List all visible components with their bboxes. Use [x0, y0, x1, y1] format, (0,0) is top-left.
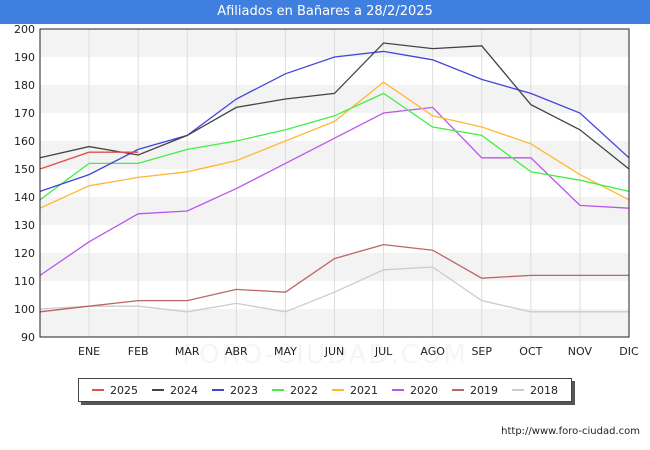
- watermark: FORO-CIUDAD.COM: [0, 340, 650, 370]
- x-tick-label: MAR: [175, 345, 200, 358]
- x-tick-label: OCT: [519, 345, 542, 358]
- x-tick-label: DIC: [619, 345, 639, 358]
- line-chart: 90 100 110 120 130 140 150 160 170 180 190 200 ENE F…: [14, 24, 639, 358]
- y-tick-label: 150: [14, 163, 35, 176]
- x-tick-label: SEP: [471, 345, 492, 358]
- y-tick-label: 170: [14, 107, 35, 120]
- legend-label: 2024: [170, 383, 198, 397]
- y-tick-label: 160: [14, 135, 35, 148]
- series-line-2024: [39, 42, 630, 170]
- x-axis-ticks: ENE FEB MAR ABR MAY JUN JUL AGO SEP OCT NOV DIC: [78, 345, 639, 358]
- legend-label: 2019: [470, 383, 498, 397]
- plot-frame: [39, 28, 630, 338]
- series-line-2020: [39, 106, 630, 276]
- x-tick-label: JUN: [324, 345, 345, 358]
- legend-swatch: [512, 389, 524, 391]
- y-axis-ticks: 90 100 110 120 130 140 150 160 170 180 190 200: [14, 24, 35, 344]
- legend-swatch: [92, 389, 104, 391]
- series-line-2018: [39, 266, 629, 313]
- legend-label: 2022: [290, 383, 318, 397]
- x-tick-label: ENE: [78, 345, 100, 358]
- legend-swatch: [152, 389, 164, 391]
- legend-swatch: [452, 389, 464, 391]
- series-lines: [39, 42, 630, 313]
- series-line-2025: [39, 151, 139, 170]
- y-tick-label: 110: [14, 275, 35, 288]
- footer-url: http://www.foro-ciudad.com: [501, 426, 640, 437]
- legend-label: 2020: [410, 383, 438, 397]
- y-tick-label: 180: [14, 79, 35, 92]
- y-tick-label: 90: [21, 331, 35, 344]
- legend-item-2024: 2024: [152, 384, 198, 397]
- x-tick-label: AGO: [420, 345, 445, 358]
- legend-item-2019: 2019: [452, 384, 498, 397]
- y-tick-label: 190: [14, 51, 35, 64]
- legend: 2025 2024 2023 2022 2021 2020 2019 2018: [78, 378, 572, 402]
- y-tick-label: 120: [14, 247, 35, 260]
- series-line-2021: [39, 81, 630, 209]
- legend-label: 2018: [530, 383, 558, 397]
- y-tick-label: 200: [14, 24, 35, 36]
- y-tick-label: 130: [14, 219, 35, 232]
- legend-swatch: [392, 389, 404, 391]
- series-line-2022: [39, 92, 630, 201]
- series-line-2023: [39, 50, 630, 193]
- x-tick-label: FEB: [128, 345, 149, 358]
- chart-title: Afiliados en Bañares a 28/2/2025: [0, 0, 650, 24]
- legend-label: 2023: [230, 383, 258, 397]
- legend-item-2022: 2022: [272, 384, 318, 397]
- y-tick-label: 100: [14, 303, 35, 316]
- legend-swatch: [332, 389, 344, 391]
- legend-swatch: [212, 389, 224, 391]
- legend-item-2021: 2021: [332, 384, 378, 397]
- x-tick-label: NOV: [568, 345, 593, 358]
- legend-label: 2021: [350, 383, 378, 397]
- y-tick-label: 140: [14, 191, 35, 204]
- legend-swatch: [272, 389, 284, 391]
- x-tick-label: MAY: [274, 345, 297, 358]
- x-tick-label: JUL: [374, 345, 393, 358]
- legend-item-2020: 2020: [392, 384, 438, 397]
- series-line-2019: [39, 243, 629, 313]
- legend-item-2025: 2025: [92, 384, 138, 397]
- x-tick-label: ABR: [225, 345, 248, 358]
- legend-item-2023: 2023: [212, 384, 258, 397]
- legend-item-2018: 2018: [512, 384, 558, 397]
- grid-bands: [39, 29, 630, 337]
- legend-label: 2025: [110, 383, 138, 397]
